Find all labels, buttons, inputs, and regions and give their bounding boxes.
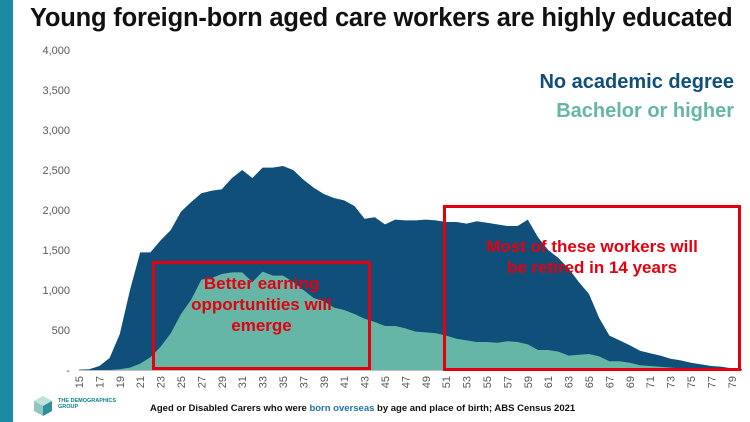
y-tick-label: 1,000 [42, 285, 70, 297]
x-tick-label: 47 [400, 376, 412, 388]
x-tick-label: 53 [462, 376, 474, 388]
annotation-left-line-1: Better earning [203, 274, 320, 293]
annotation-left-line-3: emerge [231, 316, 292, 335]
x-tick-label: 19 [115, 376, 127, 388]
y-tick-label: - [66, 365, 70, 377]
y-tick-label: 3,500 [42, 85, 70, 97]
x-tick-label: 33 [258, 376, 270, 388]
legend-bachelor: Bachelor or higher [556, 100, 734, 122]
annotation-right-line-1: Most of these workers will [486, 237, 698, 256]
source-note: Aged or Disabled Carers who were born ov… [150, 403, 575, 414]
x-tick-label: 25 [176, 376, 188, 388]
x-tick-label: 37 [298, 376, 310, 388]
area-bachelor-or-higher [79, 271, 742, 370]
y-tick-label: 3,000 [42, 125, 70, 137]
x-tick-label: 49 [421, 376, 433, 388]
x-tick-label: 41 [339, 376, 351, 388]
x-tick-label: 45 [380, 376, 392, 388]
x-tick-label: 63 [564, 376, 576, 388]
logo-text: THE DEMOGRAPHICS GROUP [58, 398, 117, 410]
x-tick-label: 15 [74, 376, 86, 388]
y-axis-ticks: - 500 1,000 1,500 2,000 2,500 3,000 3,500 4,000 [42, 45, 70, 377]
x-tick-label: 27 [196, 376, 208, 388]
x-axis-ticks: 15 17 19 21 23 25 27 29 31 33 35 37 39 41 43 45 47 49 51 53… [74, 376, 739, 388]
x-tick-label: 55 [482, 376, 494, 388]
x-tick-label: 77 [706, 376, 718, 388]
x-tick-label: 17 [94, 376, 106, 388]
x-tick-label: 43 [360, 376, 372, 388]
y-tick-label: 2,500 [42, 165, 70, 177]
y-tick-label: 1,500 [42, 245, 70, 257]
annotation-left-line-2: opportunities will [191, 295, 332, 314]
side-accent-bar [0, 0, 13, 422]
x-tick-label: 35 [278, 376, 290, 388]
plot-areas [79, 166, 742, 370]
x-tick-label: 73 [666, 376, 678, 388]
hexagon-cube-icon [34, 396, 52, 416]
x-tick-label: 57 [502, 376, 514, 388]
x-tick-label: 79 [727, 376, 739, 388]
annotation-box-left: Better earning opportunities will emerge [152, 261, 371, 370]
logo: THE DEMOGRAPHICS GROUP [32, 395, 172, 419]
x-tick-label: 51 [441, 376, 453, 388]
x-tick-label: 31 [237, 376, 249, 388]
chart-title: Young foreign-born aged care workers are… [30, 4, 733, 32]
annotation-box-right: Most of these workers will be retired in… [443, 205, 741, 371]
x-tick-label: 39 [319, 376, 331, 388]
legend-no-degree: No academic degree [539, 71, 734, 93]
y-tick-label: 2,000 [42, 205, 70, 217]
x-tick-label: 67 [604, 376, 616, 388]
annotation-right-line-2: be retired in 14 years [506, 258, 678, 277]
x-tick-label: 75 [686, 376, 698, 388]
x-tick-label: 29 [217, 376, 229, 388]
x-tick-label: 59 [523, 376, 535, 388]
source-prefix: Aged or Disabled Carers who were [150, 403, 310, 414]
source-highlight: born overseas [309, 403, 375, 414]
x-tick-label: 23 [156, 376, 168, 388]
y-tick-label: 4,000 [42, 45, 70, 57]
x-tick-label: 71 [645, 376, 657, 388]
x-tick-label: 69 [625, 376, 637, 388]
source-suffix: by age and place of birth; ABS Census 20… [374, 403, 576, 414]
y-tick-label: 500 [52, 325, 70, 337]
x-tick-label: 21 [135, 376, 147, 388]
x-tick-label: 65 [584, 376, 596, 388]
x-tick-label: 61 [543, 376, 555, 388]
